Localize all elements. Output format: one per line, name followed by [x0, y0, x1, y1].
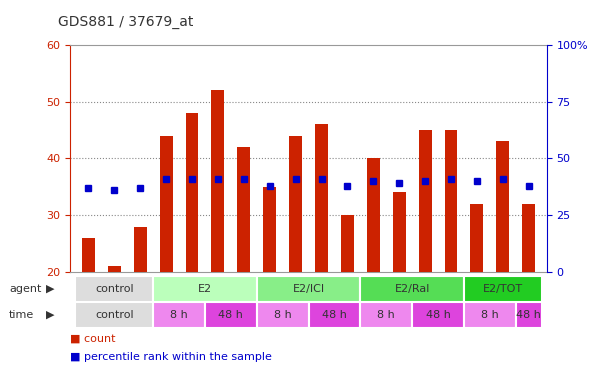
Text: control: control: [95, 284, 134, 294]
Bar: [360, 302, 412, 328]
Bar: [341, 215, 354, 272]
Bar: [393, 192, 406, 272]
Bar: [257, 276, 360, 302]
Bar: [419, 130, 431, 272]
Bar: [315, 124, 328, 272]
Text: 8 h: 8 h: [170, 310, 188, 320]
Text: control: control: [95, 310, 134, 320]
Bar: [516, 302, 542, 328]
Bar: [464, 276, 542, 302]
Text: 8 h: 8 h: [378, 310, 395, 320]
Bar: [211, 90, 224, 272]
Bar: [153, 302, 205, 328]
Text: 48 h: 48 h: [218, 310, 243, 320]
Text: 8 h: 8 h: [481, 310, 499, 320]
Text: GDS881 / 37679_at: GDS881 / 37679_at: [58, 15, 194, 29]
Bar: [75, 276, 153, 302]
Bar: [289, 136, 302, 272]
Bar: [186, 113, 199, 272]
Bar: [108, 266, 121, 272]
Bar: [237, 147, 251, 272]
Bar: [153, 276, 257, 302]
Text: ▶: ▶: [46, 284, 54, 294]
Text: ■ count: ■ count: [70, 333, 115, 343]
Bar: [159, 136, 172, 272]
Bar: [464, 302, 516, 328]
Text: agent: agent: [9, 284, 42, 294]
Bar: [82, 238, 95, 272]
Text: ▶: ▶: [46, 310, 54, 320]
Bar: [205, 302, 257, 328]
Bar: [257, 302, 309, 328]
Bar: [263, 187, 276, 272]
Bar: [309, 302, 360, 328]
Text: 48 h: 48 h: [516, 310, 541, 320]
Text: E2/Ral: E2/Ral: [395, 284, 430, 294]
Bar: [496, 141, 510, 272]
Bar: [75, 302, 153, 328]
Bar: [367, 158, 380, 272]
Text: ■ percentile rank within the sample: ■ percentile rank within the sample: [70, 352, 272, 362]
Text: 8 h: 8 h: [274, 310, 291, 320]
Bar: [360, 276, 464, 302]
Text: E2/TOT: E2/TOT: [483, 284, 523, 294]
Text: E2/ICI: E2/ICI: [293, 284, 324, 294]
Bar: [134, 226, 147, 272]
Text: E2: E2: [198, 284, 212, 294]
Bar: [522, 204, 535, 272]
Text: 48 h: 48 h: [322, 310, 347, 320]
Bar: [445, 130, 458, 272]
Bar: [470, 204, 483, 272]
Text: time: time: [9, 310, 34, 320]
Text: 48 h: 48 h: [426, 310, 450, 320]
Bar: [412, 302, 464, 328]
